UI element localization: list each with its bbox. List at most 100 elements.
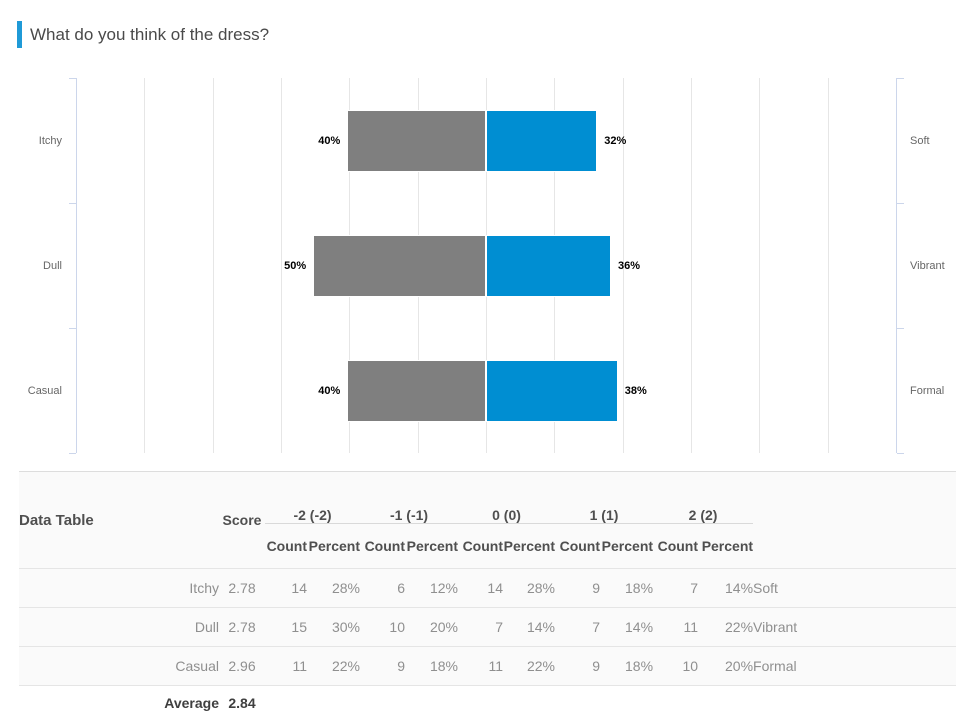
axis-tick-left [69,78,76,79]
count-cell: 9 [555,646,601,686]
percent-cell: 28% [503,568,556,608]
page-title: What do you think of the dress? [30,25,270,44]
count-cell: 14 [458,568,503,608]
axis-tick-right [897,453,904,454]
column-header-percent: Percent [307,523,360,569]
bar-label-positive: 36% [618,259,641,272]
count-cell: 15 [265,607,307,647]
percent-cell: 14% [600,607,654,647]
grid-line [759,78,761,453]
y-axis-right [896,78,897,453]
count-cell: 9 [555,568,601,608]
count-cell: 10 [360,607,405,647]
data-table-section: Data Table Score -2 (-2) -1 (-1) 0 (0) 1 (1) 2… [19,471,957,721]
diverging-bar-chart: 40% 32% Itchy Soft 50% 36% Dull Vibrant 40% 38% Ca… [27,78,945,454]
percent-cell: 18% [600,646,654,686]
column-header-percent: Percent [698,523,754,569]
category-label-right: Soft [910,134,930,147]
bar-negative [347,109,486,172]
category-label-left: Casual [27,384,62,397]
column-header-right-label [753,471,957,569]
count-cell: 14 [265,568,307,608]
count-cell: 11 [458,646,503,686]
percent-cell: 20% [698,646,754,686]
table-header: Data Table Score -2 (-2) -1 (-1) 0 (0) 1 (1) 2… [19,471,957,569]
bar-negative [313,234,486,297]
column-header-count: Count [265,523,307,569]
column-header-percent: Percent [600,523,654,569]
bar-label-negative: 40% [318,384,341,397]
axis-tick-right [897,203,904,204]
grid-line [144,78,146,453]
column-group-header: 1 (1) [555,471,654,524]
bar-label-positive: 32% [604,134,627,147]
count-cell: 6 [360,568,405,608]
count-cell: 10 [653,646,699,686]
column-header-count: Count [555,523,601,569]
y-axis-left [76,78,77,453]
percent-cell: 28% [307,568,360,608]
percent-cell: 14% [503,607,556,647]
average-filler [265,685,957,721]
percent-cell: 18% [405,646,458,686]
row-right-label: Soft [753,568,957,608]
column-header-count: Count [360,523,405,569]
count-cell: 11 [265,646,307,686]
percent-cell: 22% [503,646,556,686]
row-label: Dull [19,607,219,647]
axis-tick-left [69,453,76,454]
table-header-row-groups: Data Table Score -2 (-2) -1 (-1) 0 (0) 1 (1) 2… [19,471,957,569]
bar-label-positive: 38% [624,384,647,397]
table-row: Dull 2.78 15 30% 10 20% 7 14% 7 14% 11 22% Vibrant [19,607,957,647]
average-label: Average [19,685,219,721]
column-group-header: -1 (-1) [360,471,458,524]
percent-cell: 14% [698,568,754,608]
count-cell: 11 [653,607,699,647]
percent-cell: 22% [307,646,360,686]
percent-cell: 30% [307,607,360,647]
row-right-label: Formal [753,646,957,686]
count-cell: 9 [360,646,405,686]
score-cell: 2.78 [219,607,265,647]
row-label: Casual [19,646,219,686]
grid-line [691,78,692,453]
bar-label-negative: 50% [284,259,307,272]
bar-positive [486,109,598,172]
table-row: Casual 2.96 11 22% 9 18% 11 22% 9 18% 10 20% Formal [19,646,957,686]
column-header-count: Count [653,523,699,569]
column-group-header: -2 (-2) [265,471,360,524]
score-cell: 2.96 [219,646,265,686]
average-row: Average 2.84 [19,685,957,721]
column-header-percent: Percent [405,523,458,569]
column-group-header: 2 (2) [653,471,754,524]
percent-cell: 20% [405,607,458,647]
axis-tick-left [69,328,76,329]
table-row: Itchy 2.78 14 28% 6 12% 14 28% 9 18% 7 14% Soft [19,568,957,608]
axis-tick-right [897,328,904,329]
grid-line [827,78,829,453]
column-group-header: 0 (0) [458,471,556,524]
count-cell: 7 [458,607,503,647]
category-label-right: Formal [910,384,945,397]
percent-cell: 12% [405,568,458,608]
count-cell: 7 [555,607,601,647]
percent-cell: 18% [600,568,654,608]
grid-line [212,78,214,453]
bar-negative [347,359,486,422]
column-header-score: Score [219,471,265,569]
bar-positive [486,359,618,422]
bar-label-negative: 40% [318,134,341,147]
axis-tick-left [69,203,76,204]
column-header-count: Count [458,523,503,569]
row-label: Itchy [19,568,219,608]
count-cell: 7 [653,568,699,608]
data-table-title: Data Table [19,471,219,569]
category-label-left: Dull [43,259,62,272]
table-body: Itchy 2.78 14 28% 6 12% 14 28% 9 18% 7 14% Soft Dull 2… [19,568,957,721]
column-header-percent: Percent [503,523,556,569]
table-header-row-subs: Count Percent Count Percent Count Percent Coun… [19,523,956,569]
average-score: 2.84 [219,685,265,721]
score-cell: 2.78 [219,568,265,608]
bar-positive [486,234,611,297]
